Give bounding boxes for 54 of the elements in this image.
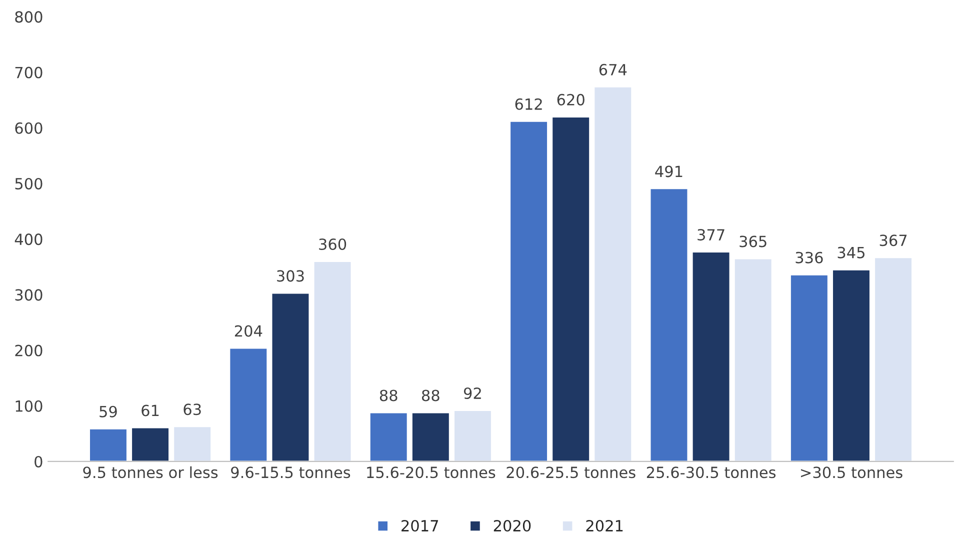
bar xyxy=(228,347,268,462)
data-label: 345 xyxy=(838,246,864,258)
data-label: 303 xyxy=(277,270,304,282)
y-tick-label: 400 xyxy=(14,234,42,246)
bar xyxy=(453,410,492,462)
x-tick-label: 9.5 tonnes or less xyxy=(83,466,218,478)
data-label: 204 xyxy=(234,325,262,337)
y-tick-label: 0 xyxy=(34,456,42,468)
x-tick-label: 20.6-25.5 tonnes xyxy=(506,466,636,478)
bar xyxy=(88,428,128,462)
bar xyxy=(172,426,212,462)
data-label: 377 xyxy=(698,229,724,241)
data-label: 365 xyxy=(740,236,766,248)
data-label: 63 xyxy=(184,404,201,416)
data-label: 367 xyxy=(880,234,907,246)
legend-label: 2021 xyxy=(586,520,623,532)
data-label: 491 xyxy=(655,166,682,178)
bar xyxy=(733,258,773,462)
legend-label: 2017 xyxy=(402,520,438,532)
bar xyxy=(551,116,590,462)
y-tick-label: 200 xyxy=(15,344,42,356)
data-label: 61 xyxy=(142,404,159,416)
bar xyxy=(790,274,829,462)
x-tick-label: 25.6-30.5 tonnes xyxy=(646,466,776,478)
data-label: 360 xyxy=(319,238,346,250)
bar xyxy=(691,251,731,462)
x-tick-label: 9.6-15.5 tonnes xyxy=(231,466,350,478)
x-tick-label: >30.5 tonnes xyxy=(800,466,902,478)
y-tick-label: 800 xyxy=(15,11,42,23)
data-label: 92 xyxy=(464,387,481,400)
bar xyxy=(368,412,408,462)
data-label: 674 xyxy=(599,64,627,76)
bar xyxy=(832,268,871,462)
x-tick-label: 15.6-20.5 tonnes xyxy=(367,466,496,478)
y-tick-label: 300 xyxy=(15,289,42,301)
data-label: 59 xyxy=(100,406,117,418)
bar xyxy=(509,120,548,462)
bar xyxy=(130,426,170,462)
y-tick-label: 500 xyxy=(15,178,42,190)
data-label: 336 xyxy=(796,252,823,264)
bar xyxy=(312,260,352,462)
bar xyxy=(411,412,450,462)
data-label: 88 xyxy=(380,390,398,402)
data-label: 88 xyxy=(422,390,440,402)
y-tick-label: 700 xyxy=(15,66,42,78)
bar xyxy=(649,188,689,462)
legend-label: 2020 xyxy=(494,520,531,532)
y-tick-label: 100 xyxy=(16,400,42,412)
y-tick-label: 600 xyxy=(15,122,42,134)
bar xyxy=(270,292,310,462)
bar xyxy=(593,86,633,462)
data-label: 620 xyxy=(557,94,584,106)
bar xyxy=(874,256,913,462)
data-label: 612 xyxy=(515,98,542,110)
